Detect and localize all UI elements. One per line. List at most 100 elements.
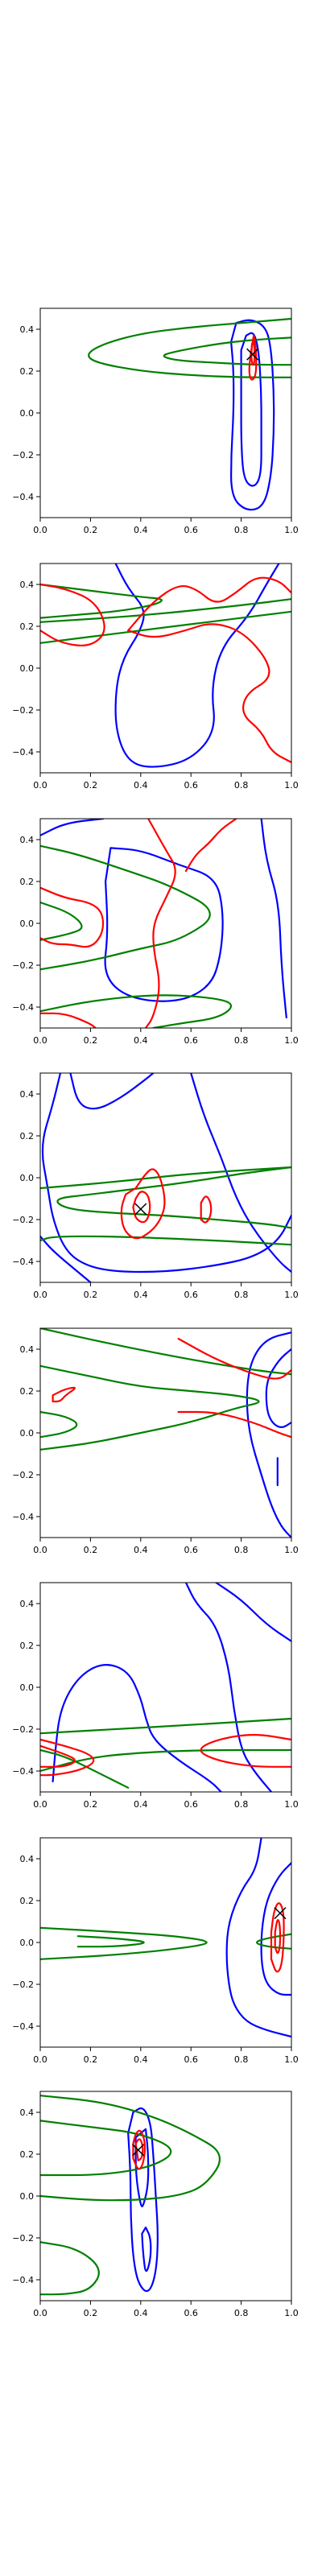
red-contour-9 <box>133 1191 150 1222</box>
blue-contour-2 <box>266 1349 291 1427</box>
x-tick-label: 1.0 <box>284 2054 299 2065</box>
y-tick-label: −0.2 <box>12 1215 34 1225</box>
green-contour-4 <box>40 846 210 969</box>
x-tick-label: 0.2 <box>84 1290 98 1300</box>
subplot-4: 0.0 0.2 0.4 0.6 0.8 1.00.40.20.0−0.2−0.4 <box>12 1073 298 1300</box>
y-tick-label: 0.0 <box>20 2191 35 2202</box>
x-tick-label: 0.0 <box>33 1290 47 1300</box>
x-tick-label: 0.6 <box>184 1290 198 1300</box>
y-tick-label: 0.2 <box>20 1131 35 1141</box>
blue-contour-3 <box>142 2227 151 2271</box>
subplot-1: 0.0 0.2 0.4 0.6 0.8 1.00.40.20.0−0.2−0.4 <box>12 308 298 535</box>
y-tick-label: −0.2 <box>12 1979 34 1990</box>
y-tick-label: 0.2 <box>20 1386 35 1397</box>
red-contour-8 <box>136 2139 143 2160</box>
x-tick-label: 0.8 <box>234 1290 249 1300</box>
green-contour-6 <box>40 995 231 1028</box>
x-tick-label: 0.0 <box>33 2308 47 2318</box>
subplot-8: 0.0 0.2 0.4 0.6 0.8 1.00.40.20.0−0.2−0.4 <box>12 2091 298 2318</box>
x-tick-label: 0.8 <box>234 1545 249 1555</box>
x-tick-label: 0.2 <box>84 525 98 535</box>
y-tick-label: −0.4 <box>12 2021 34 2032</box>
x-tick-label: 0.2 <box>84 780 98 791</box>
x-tick-label: 0.0 <box>33 1035 47 1046</box>
blue-contour-3 <box>262 819 287 1018</box>
x-tick-label: 0.8 <box>234 525 249 535</box>
blue-contour-4 <box>40 1236 90 1282</box>
x-tick-label: 0.4 <box>134 1290 148 1300</box>
red-contour-10 <box>40 1013 96 1028</box>
y-tick-label: −0.4 <box>12 1766 34 1777</box>
green-contour-5 <box>40 1412 76 1437</box>
x-tick-label: 1.0 <box>284 2308 299 2318</box>
y-tick-label: −0.2 <box>12 2233 34 2244</box>
y-tick-label: 0.0 <box>20 1428 35 1439</box>
green-contour-6 <box>40 1328 291 1374</box>
y-tick-label: 0.0 <box>20 1682 35 1693</box>
y-tick-label: −0.4 <box>12 1512 34 1522</box>
x-tick-label: 1.0 <box>284 525 299 535</box>
contour-group <box>40 564 291 767</box>
x-tick-label: 0.4 <box>134 1035 148 1046</box>
green-contour-5 <box>40 902 82 940</box>
contour-group <box>40 819 287 1028</box>
y-tick-label: 0.0 <box>20 408 35 419</box>
contour-group <box>40 1838 291 2037</box>
y-tick-label: 0.4 <box>20 2107 35 2118</box>
green-contour-3 <box>40 599 291 622</box>
green-contour-5 <box>40 1750 291 1771</box>
x-tick-label: 0.8 <box>234 1799 249 1810</box>
y-tick-label: −0.2 <box>12 1724 34 1735</box>
y-tick-label: −0.4 <box>12 2275 34 2285</box>
x-tick-label: 0.8 <box>234 780 249 791</box>
x-tick-label: 0.2 <box>84 1545 98 1555</box>
x-tick-label: 0.4 <box>134 1799 148 1810</box>
x-tick-label: 0.6 <box>184 1799 198 1810</box>
x-tick-label: 1.0 <box>284 1035 299 1046</box>
x-tick-label: 0.2 <box>84 1799 98 1810</box>
x-tick-label: 0.6 <box>184 2308 198 2318</box>
x-tick-label: 1.0 <box>284 1799 299 1810</box>
y-tick-label: −0.4 <box>12 492 34 502</box>
subplot-7: 0.0 0.2 0.4 0.6 0.8 1.0 0.4 0.2 0.0 −0.2 −0.4 <box>12 1838 298 2065</box>
y-tick-label: 0.0 <box>20 1173 35 1183</box>
subplot-6: 0.0 0.2 0.4 0.6 0.8 1.0 0.4 0.2 0.0 −0.2 −0.4 <box>12 1583 298 1810</box>
red-contour-7 <box>53 1388 75 1402</box>
x-tick-label: 0.2 <box>84 2308 98 2318</box>
x-tick-label: 0.4 <box>134 525 148 535</box>
y-tick-label: −0.2 <box>12 705 34 716</box>
y-tick-label: 0.0 <box>20 919 35 929</box>
x-marker <box>135 1203 147 1215</box>
blue-contour-2 <box>105 848 223 1001</box>
y-tick-label: 0.2 <box>20 366 35 377</box>
y-tick-label: −0.4 <box>12 1002 34 1013</box>
y-tick-label: 0.2 <box>20 2149 35 2160</box>
y-tick-label: 0.0 <box>20 1938 35 1948</box>
x-tick-label: 1.0 <box>284 1290 299 1300</box>
y-tick-label: 0.4 <box>20 835 35 845</box>
y-tick-label: −0.2 <box>12 450 34 460</box>
x-tick-label: 0.0 <box>33 525 47 535</box>
y-tick-label: 0.4 <box>20 1089 35 1100</box>
y-tick-label: 0.2 <box>20 877 35 887</box>
y-tick-label: −0.4 <box>12 747 34 758</box>
blue-contour-1 <box>227 1838 291 2037</box>
green-contour-4 <box>40 612 291 643</box>
x-tick-label: 0.4 <box>134 2308 148 2318</box>
green-contour-6 <box>40 1236 291 1245</box>
red-contour-7 <box>128 624 291 762</box>
x-tick-label: 0.4 <box>134 1545 148 1555</box>
y-tick-label: 0.2 <box>20 1896 35 1906</box>
y-tick-label: 0.2 <box>20 1641 35 1651</box>
x-tick-label: 0.2 <box>84 2054 98 2065</box>
x-tick-label: 0.8 <box>234 2054 249 2065</box>
y-tick-label: 0.0 <box>20 663 35 674</box>
x-tick-label: 0.6 <box>184 780 198 791</box>
x-tick-label: 0.6 <box>184 1035 198 1046</box>
red-contour-8 <box>146 819 175 1028</box>
x-tick-label: 0.4 <box>134 2054 148 2065</box>
x-marker <box>275 1908 286 1919</box>
x-tick-label: 0.4 <box>134 780 148 791</box>
y-tick-label: 0.4 <box>20 1599 35 1609</box>
